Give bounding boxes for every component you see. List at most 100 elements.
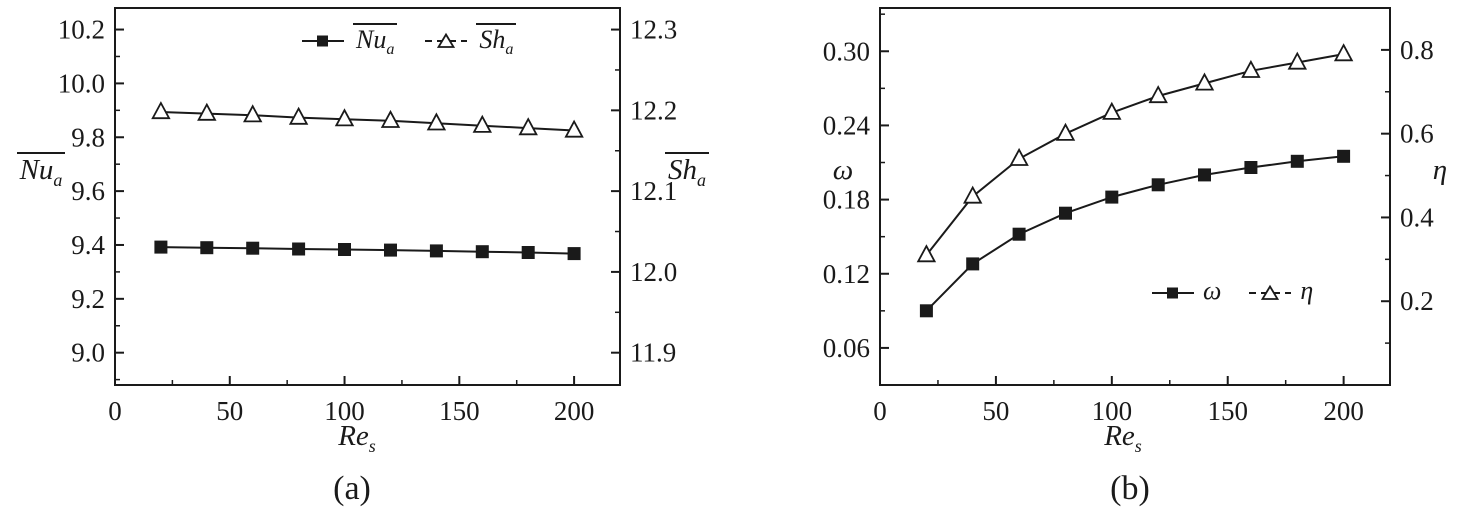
triangle-marker — [151, 101, 171, 120]
square-marker — [1337, 149, 1351, 163]
left-axis-label-omega: ω — [811, 154, 875, 190]
x-label-main: Re — [1104, 420, 1135, 452]
square-marker — [1244, 161, 1258, 174]
legend-label-nu: Nua — [353, 23, 398, 59]
legend-triangle-marker-icon — [1249, 284, 1292, 300]
axis-label-main: Nu — [19, 154, 54, 186]
x-tick-label: 50 — [982, 396, 1009, 426]
x-tick-label: 0 — [108, 396, 122, 426]
square-marker — [154, 240, 168, 254]
x-label-sub: s — [1134, 435, 1142, 456]
legend-square-marker-icon — [302, 35, 344, 47]
y-tick-label: 9.6 — [71, 176, 105, 206]
x-tick-label: 200 — [1323, 396, 1364, 426]
series-square — [919, 149, 1351, 318]
x-axis-label-a: Res — [297, 420, 417, 456]
legend-entry-nu: Nua — [300, 23, 398, 59]
caption-a: (a) — [333, 470, 371, 507]
y-tick-label: 12.1 — [630, 176, 677, 206]
square-marker — [1151, 178, 1165, 192]
series-triangle — [151, 101, 584, 138]
square-marker — [966, 257, 980, 271]
triangle-marker — [1055, 122, 1076, 141]
chart-b-plot: 0 50 100 150 2000.060.120.180.240.300.20.40.… — [823, 7, 1434, 426]
triangle-marker — [1194, 72, 1215, 91]
panel-a: 0 50 100 150 200 9.0 9.2 9.4 9.6 9.8 10.0 10.2 11.9 1… — [2, 7, 730, 507]
left-axis: 0.06 0.12 0.18 0.24 0.30 — [823, 13, 889, 363]
triangle-marker — [472, 114, 493, 133]
legend-b: ω η — [1150, 276, 1313, 310]
series-triangle — [916, 43, 1354, 263]
triangle-marker — [1241, 59, 1261, 78]
square-marker — [1012, 227, 1026, 241]
triangle-marker — [1287, 51, 1308, 70]
x-axis-label-b: Res — [1063, 420, 1183, 456]
x-axis: 0 50 100 150 200 — [108, 376, 594, 426]
nu-overline: Nua — [16, 152, 66, 190]
y-tick-label: 0.2 — [1400, 286, 1434, 316]
x-tick-label: 50 — [216, 396, 243, 426]
triangle-marker — [242, 104, 263, 123]
y-tick-label: 10.2 — [58, 15, 105, 45]
square-marker — [246, 241, 260, 255]
x-axis: 0 50 100 150 200 — [873, 376, 1364, 426]
series-square — [154, 240, 581, 261]
triangle-marker — [1148, 85, 1168, 104]
y-tick-label: 0.18 — [823, 185, 870, 215]
square-marker — [1059, 206, 1072, 220]
left-axis-label-nu: Nua — [2, 152, 80, 190]
triangle-marker — [1333, 43, 1354, 62]
y-tick-label: 0.30 — [823, 36, 870, 66]
square-marker — [338, 243, 351, 256]
legend-entry-sh: Sha — [423, 23, 517, 59]
y-tick-label: 11.9 — [630, 338, 676, 368]
legend-label-sh: Sha — [476, 23, 517, 59]
y-tick-label: 9.8 — [71, 122, 105, 152]
y-tick-label: 0.8 — [1400, 35, 1434, 65]
triangle-marker — [564, 119, 584, 138]
square-marker — [521, 246, 535, 259]
legend-square-marker-icon — [1152, 287, 1194, 299]
triangle-marker — [518, 117, 538, 136]
legend-label-omega: ω — [1203, 276, 1222, 305]
left-axis: 9.0 9.2 9.4 9.6 9.8 10.0 10.2 — [58, 15, 124, 381]
triangle-marker — [288, 106, 309, 125]
right-axis-label-eta: η — [1408, 154, 1472, 190]
y-tick-label: 12.2 — [630, 95, 677, 125]
legend-label-eta: η — [1300, 276, 1314, 305]
y-tick-label: 0.12 — [823, 259, 870, 289]
axes-frame — [879, 7, 1391, 386]
triangle-marker — [380, 109, 401, 128]
legend-a: Nua Sha — [300, 23, 517, 59]
series-line — [925, 155, 1344, 312]
square-marker — [292, 242, 306, 256]
y-tick-label: 10.0 — [58, 68, 105, 98]
y-tick-label: 9.4 — [71, 230, 105, 260]
y-tick-label: 0.6 — [1400, 119, 1434, 149]
y-tick-label: 0.4 — [1400, 202, 1434, 232]
triangle-marker — [1009, 147, 1029, 166]
right-axis: 0.2 0.4 0.6 0.8 — [1381, 35, 1434, 344]
x-tick-label: 0 — [873, 396, 887, 426]
triangle-marker — [1102, 101, 1122, 120]
right-axis-label-sh: Sha — [644, 152, 730, 190]
y-tick-label: 12.3 — [630, 15, 677, 45]
square-marker — [475, 245, 489, 259]
axis-label-sub: a — [53, 169, 63, 190]
square-marker — [384, 243, 397, 257]
x-tick-label: 150 — [1207, 396, 1248, 426]
square-marker — [567, 247, 581, 261]
x-label-main: Re — [338, 420, 369, 452]
x-tick-label: 200 — [554, 396, 595, 426]
caption-b: (b) — [1110, 470, 1150, 507]
legend-triangle-marker-icon — [425, 32, 468, 48]
x-label-sub: s — [368, 435, 376, 456]
axes-frame — [114, 7, 621, 386]
square-marker — [919, 304, 933, 318]
series-line — [160, 246, 575, 255]
square-marker — [429, 244, 443, 258]
x-tick-label: 100 — [324, 396, 365, 426]
square-marker — [200, 241, 214, 255]
y-tick-label: 12.0 — [630, 257, 677, 287]
